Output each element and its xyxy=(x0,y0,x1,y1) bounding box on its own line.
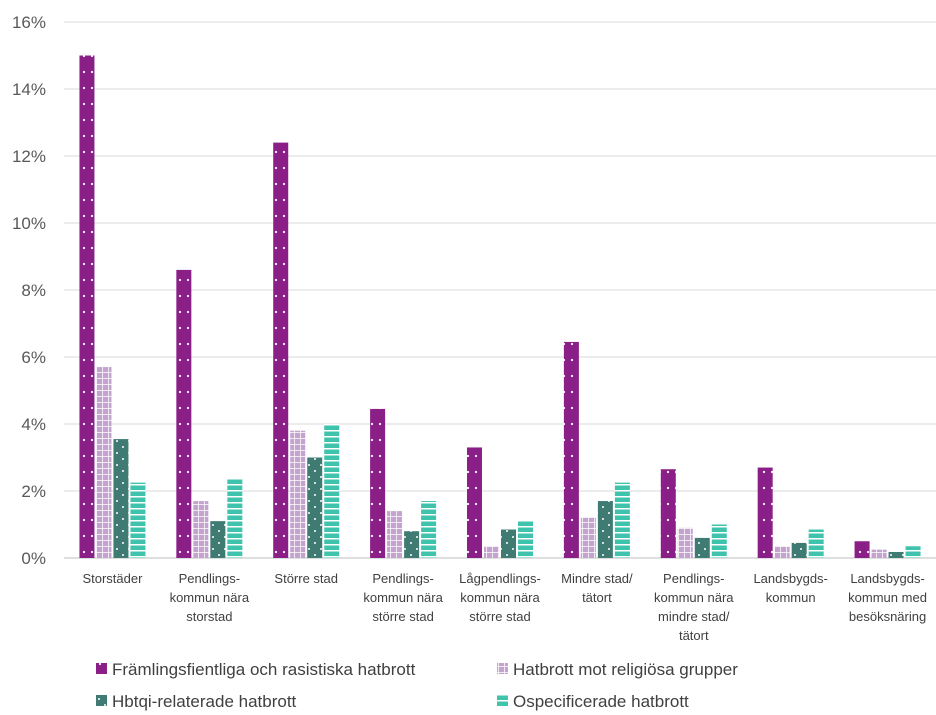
bar-2 xyxy=(96,367,112,558)
bar-2 xyxy=(193,501,209,558)
bar-4 xyxy=(614,482,630,558)
legend: Främlingsfientliga och rasistiska hatbro… xyxy=(96,660,738,711)
legend-swatch xyxy=(497,663,508,674)
bar-4 xyxy=(227,479,243,558)
category-label: Större stad xyxy=(274,571,338,586)
y-tick-label: 2% xyxy=(21,482,46,501)
category-label: Storstäder xyxy=(82,571,143,586)
bar-3 xyxy=(694,537,710,558)
bar-4 xyxy=(808,529,824,558)
category-label: större stad xyxy=(372,609,433,624)
bar-1 xyxy=(273,142,289,558)
y-tick-label: 6% xyxy=(21,348,46,367)
y-axis-ticks: 0% 2% 4% 6% 8% 10% 12% 14% 16% xyxy=(12,13,46,568)
legend-label: Främlingsfientliga och rasistiska hatbro… xyxy=(112,660,416,679)
category-label: besöksnäring xyxy=(849,609,926,624)
bar-3 xyxy=(597,501,613,558)
bar-3 xyxy=(501,529,516,558)
legend-swatch xyxy=(96,663,107,674)
bar-3 xyxy=(888,551,904,558)
bar-2 xyxy=(580,517,596,558)
bar-4 xyxy=(518,521,533,558)
category-label: storstad xyxy=(186,609,232,624)
category-label: tätort xyxy=(582,590,612,605)
bar-1 xyxy=(563,341,579,558)
category-label: Pendlings- xyxy=(372,571,433,586)
y-tick-label: 16% xyxy=(12,13,46,32)
y-tick-label: 0% xyxy=(21,549,46,568)
bar-4 xyxy=(711,524,727,558)
y-tick-label: 10% xyxy=(12,214,46,233)
category-label: kommun nära xyxy=(460,590,540,605)
category-label: Mindre stad/ xyxy=(561,571,633,586)
y-tick-label: 12% xyxy=(12,147,46,166)
category-label: kommun med xyxy=(848,590,927,605)
category-label: tätort xyxy=(679,628,709,643)
bar-1 xyxy=(176,269,192,558)
bar-2 xyxy=(774,546,790,558)
legend-swatch xyxy=(96,695,107,706)
bar-3 xyxy=(210,521,226,558)
bars xyxy=(79,55,921,558)
bar-2 xyxy=(290,430,306,558)
bar-2 xyxy=(677,527,693,558)
bar-3 xyxy=(307,457,323,558)
bar-2 xyxy=(387,511,403,558)
bar-2 xyxy=(871,549,887,558)
gridlines xyxy=(64,21,936,559)
category-label: Landsbygds- xyxy=(753,571,827,586)
legend-label: Hbtqi-relaterade hatbrott xyxy=(112,692,297,711)
category-label: kommun nära xyxy=(170,590,250,605)
legend-label: Hatbrott mot religiösa grupper xyxy=(513,660,738,679)
bar-4 xyxy=(905,546,921,558)
bar-3 xyxy=(404,531,420,558)
category-label: kommun xyxy=(766,590,816,605)
y-tick-label: 14% xyxy=(12,80,46,99)
bar-4 xyxy=(130,482,146,558)
bar-1 xyxy=(854,541,870,558)
legend-label: Ospecificerade hatbrott xyxy=(513,692,689,711)
bar-4 xyxy=(324,424,340,558)
x-axis-labels: Storstäder Pendlings-kommun nära storstad S… xyxy=(82,571,926,643)
category-label: Pendlings- xyxy=(663,571,724,586)
bar-4 xyxy=(421,501,437,558)
category-label: Landsbygds- xyxy=(850,571,924,586)
category-label: Pendlings- xyxy=(179,571,240,586)
bar-1 xyxy=(370,408,386,558)
category-label: större stad xyxy=(469,609,530,624)
bar-2 xyxy=(484,546,499,558)
category-label: kommun nära xyxy=(654,590,734,605)
y-tick-label: 4% xyxy=(21,415,46,434)
category-label: Lågpendlings- xyxy=(459,571,541,586)
bar-3 xyxy=(791,542,807,558)
category-label: mindre stad/ xyxy=(658,609,730,624)
legend-swatch xyxy=(497,695,508,706)
bar-1 xyxy=(757,467,773,558)
category-label: kommun nära xyxy=(363,590,443,605)
bar-1 xyxy=(660,469,676,558)
bar-1 xyxy=(79,55,95,558)
y-tick-label: 8% xyxy=(21,281,46,300)
bar-3 xyxy=(113,439,129,558)
bar-1 xyxy=(467,447,482,558)
